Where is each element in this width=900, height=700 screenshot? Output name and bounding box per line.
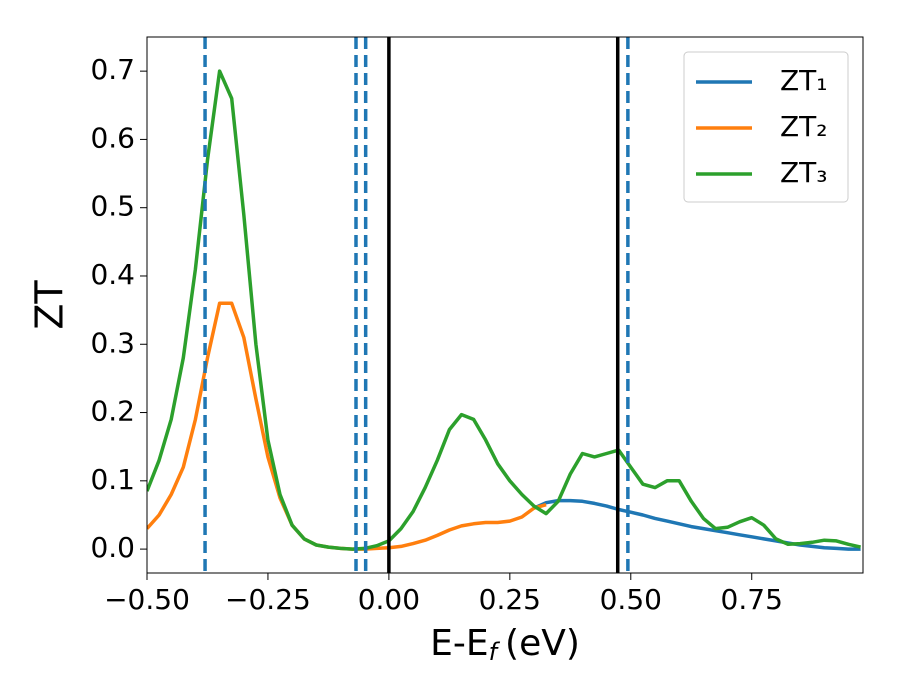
- series-line: [147, 69, 861, 551]
- y-tick-label: 0.6: [90, 121, 135, 154]
- legend-label: ZT₃: [780, 156, 828, 189]
- x-tick-label: 0.25: [479, 583, 541, 616]
- y-tick-label: 0.1: [90, 463, 135, 496]
- y-tick-label: 0.3: [90, 326, 135, 359]
- x-tick-label: 0.50: [600, 583, 662, 616]
- series-line: [147, 301, 547, 551]
- series-line: [533, 498, 861, 551]
- y-axis-label: ZT: [28, 280, 72, 330]
- y-tick-label: 0.0: [90, 531, 135, 564]
- x-tick-label: −0.25: [225, 583, 311, 616]
- x-axis-label: E-Ef (eV): [430, 623, 580, 666]
- legend-label: ZT₂: [780, 110, 828, 143]
- y-tick-label: 0.5: [90, 190, 135, 223]
- x-tick-label: −0.50: [104, 583, 190, 616]
- x-tick-label: 0.00: [358, 583, 420, 616]
- plot-frame: [146, 36, 864, 574]
- legend-label: ZT₁: [780, 64, 828, 97]
- y-tick-label: 0.2: [90, 395, 135, 428]
- legend: ZT₁ ZT₂ ZT₃: [683, 51, 849, 203]
- legend-box: [683, 51, 849, 203]
- x-tick-label: 0.75: [721, 583, 783, 616]
- y-tick-label: 0.4: [90, 258, 135, 291]
- y-tick-label: 0.7: [90, 53, 135, 86]
